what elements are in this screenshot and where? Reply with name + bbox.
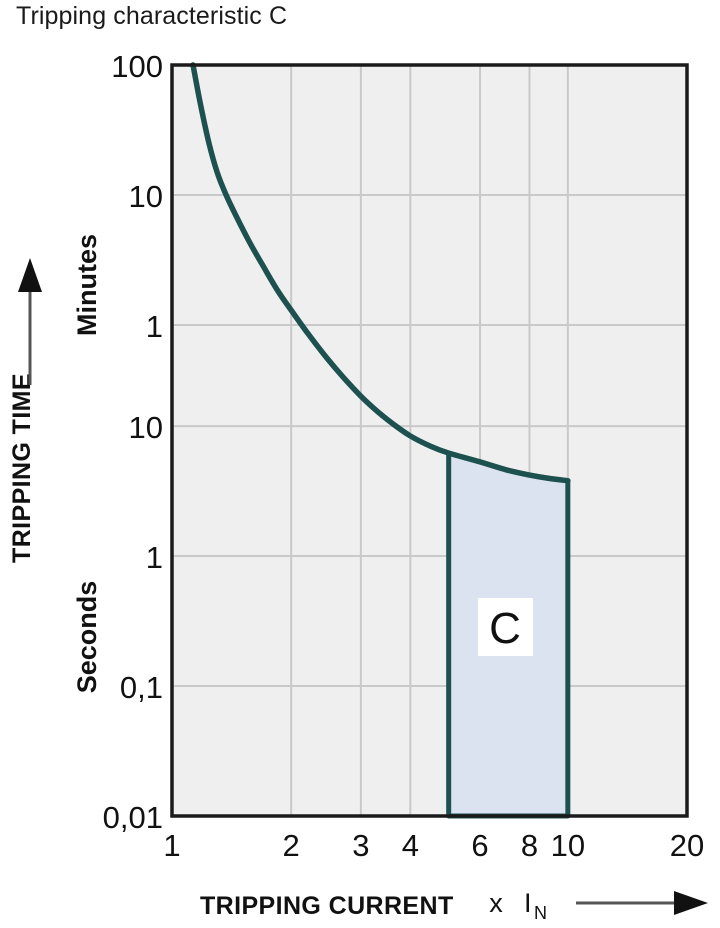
y-tick-label: 10	[129, 179, 163, 214]
x-axis-unit-multiplier: x	[489, 888, 503, 918]
x-tick-label: 8	[521, 828, 538, 863]
y-axis-unit-seconds: Seconds	[72, 581, 102, 694]
x-axis-unit-subscript: N	[534, 903, 547, 923]
band-label-c: C	[489, 604, 521, 653]
y-axis-title: TRIPPING TIME	[8, 373, 36, 563]
x-tick-label: 20	[670, 828, 704, 863]
page-title: Tripping characteristic C	[16, 2, 288, 30]
y-tick-label: 0,01	[103, 800, 163, 835]
tripping-curve	[190, 62, 571, 484]
y-tick-label: 0,1	[120, 670, 163, 705]
x-tick-label: 6	[471, 828, 488, 863]
x-axis-tick-labels: 1 2 3 4 6 8 10 20	[163, 828, 704, 863]
gridlines	[172, 65, 687, 816]
plot-background	[172, 65, 687, 816]
y-tick-label: 1	[146, 540, 163, 575]
y-axis-tick-labels: 100 10 1 10 1 0,1 0,01	[103, 49, 163, 835]
x-tick-label: 2	[283, 828, 300, 863]
x-tick-label: 3	[352, 828, 369, 863]
y-tick-label: 100	[111, 49, 163, 84]
x-axis-title: TRIPPING CURRENT	[200, 892, 454, 920]
plot-frame	[170, 63, 689, 818]
y-tick-label: 10	[129, 410, 163, 445]
x-tick-label: 1	[163, 828, 180, 863]
x-tick-label: 10	[551, 828, 585, 863]
x-axis-unit-symbol: I	[524, 888, 532, 918]
y-axis-unit-minutes: Minutes	[72, 234, 102, 336]
y-tick-label: 1	[146, 309, 163, 344]
x-axis-arrow-head	[674, 891, 708, 915]
y-axis-arrow-head	[18, 258, 42, 292]
x-tick-label: 4	[402, 828, 419, 863]
band-label-box	[478, 598, 533, 656]
